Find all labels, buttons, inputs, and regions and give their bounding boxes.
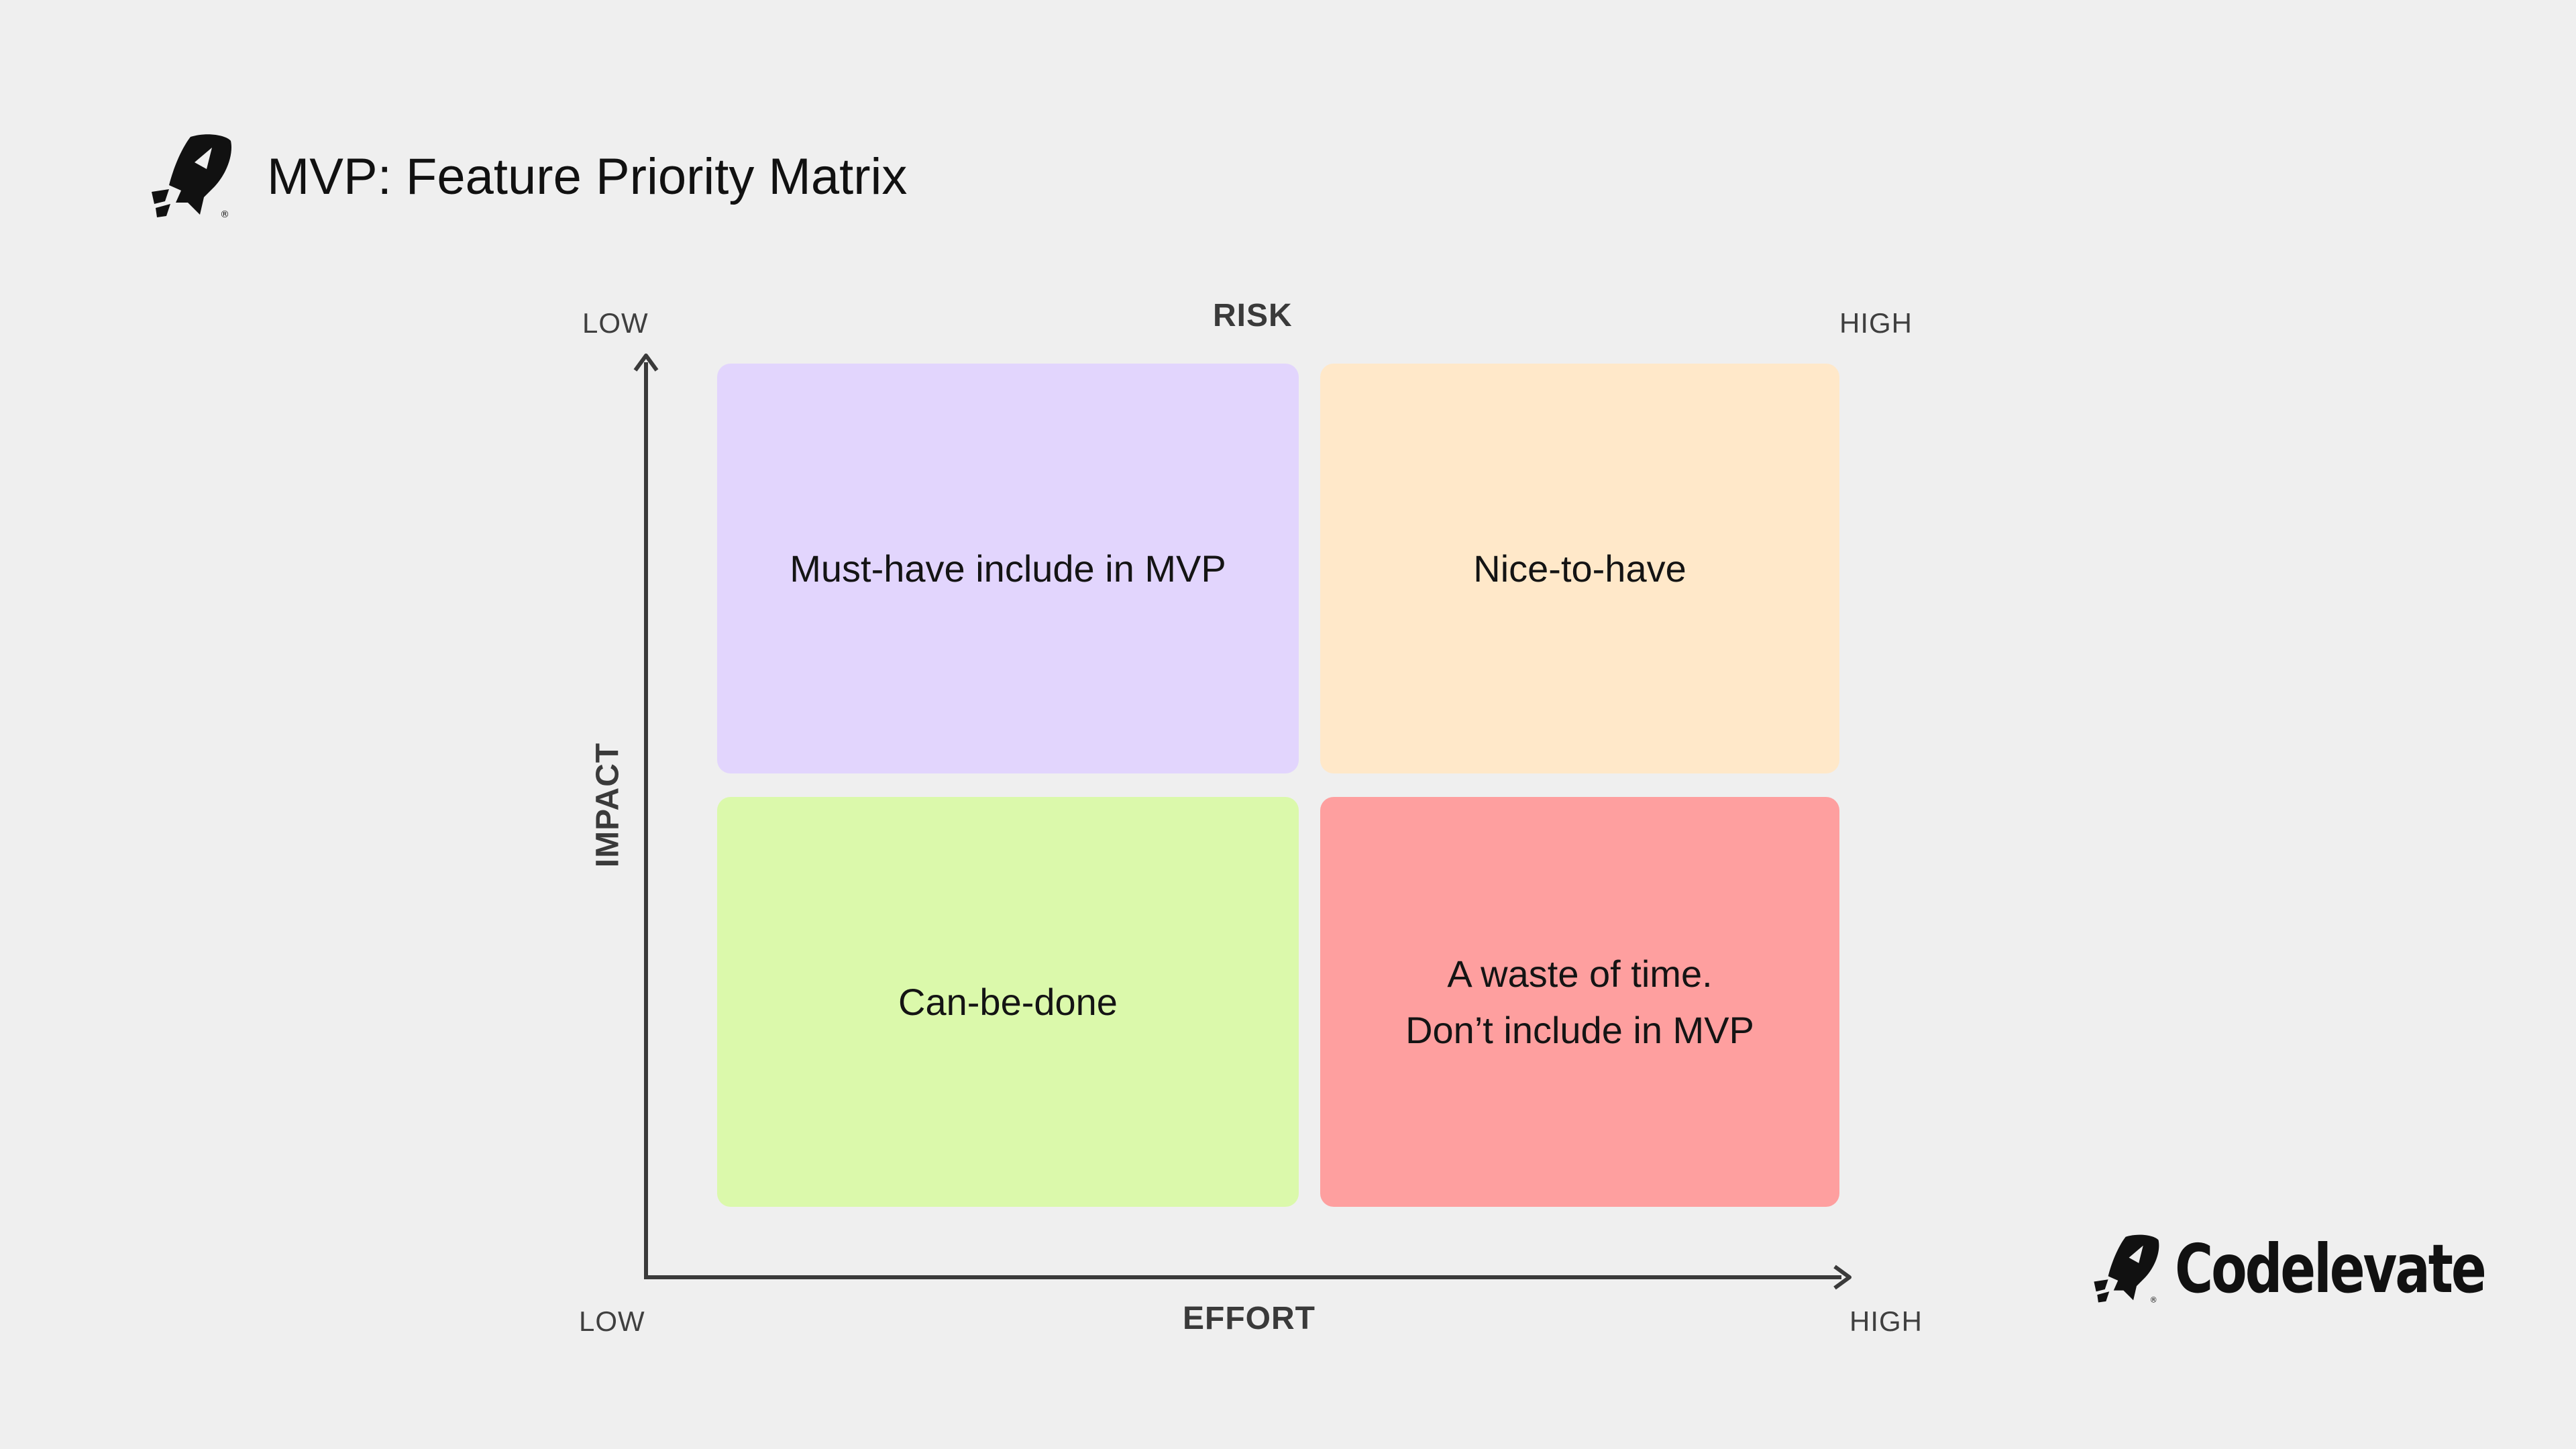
quadrant-label: Nice-to-have [1473, 547, 1686, 590]
quadrant-must-have: Must-have include in MVP [717, 364, 1299, 773]
brand-name: Codelevate [2175, 1230, 2487, 1308]
svg-text:®: ® [220, 209, 229, 219]
effort-high-label: HIGH [1849, 1305, 1923, 1337]
quadrant-waste-of-time: A waste of time. Don’t include in MVP [1320, 797, 1839, 1207]
effort-low-label: LOW [579, 1305, 645, 1337]
quadrant-can-be-done: Can-be-done [717, 797, 1299, 1207]
risk-low-label: LOW [582, 307, 649, 339]
page-title: MVP: Feature Priority Matrix [267, 148, 908, 205]
risk-axis-title: RISK [1213, 298, 1293, 333]
impact-axis-title: IMPACT [590, 742, 626, 868]
quadrant-nice-to-have: Nice-to-have [1320, 364, 1839, 773]
quadrant-label: Must-have include in MVP [790, 547, 1226, 590]
svg-text:®: ® [2150, 1295, 2157, 1305]
rocket-logo-icon: ® [152, 134, 231, 219]
horizontal-axis-arrow [1833, 1265, 1851, 1290]
quadrant-label: Can-be-done [898, 980, 1118, 1023]
risk-high-label: HIGH [1839, 307, 1913, 339]
effort-axis-title: EFFORT [1183, 1301, 1316, 1336]
vertical-axis-arrow [633, 354, 659, 372]
quadrant-label: A waste of time. Don’t include in MVP [1405, 952, 1754, 1051]
rocket-logo-icon: ® [2094, 1234, 2159, 1305]
